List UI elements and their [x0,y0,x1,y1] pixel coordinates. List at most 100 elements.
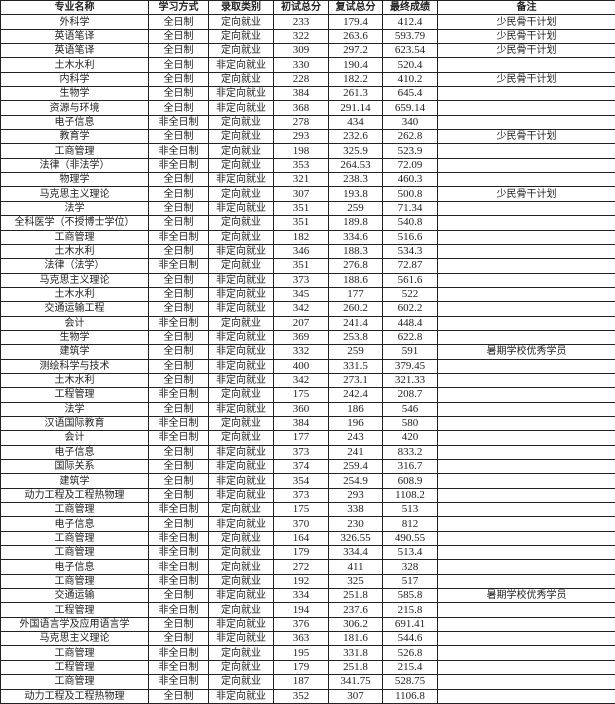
cell-retest-score: 251.8 [328,588,383,604]
cell-major-name: 工商管理 [0,143,149,159]
table-row: 电子信息 全日制 非定向就业 370 230 812 [0,516,615,532]
cell-retest-score: 434 [328,114,383,131]
cell-prelim-score: 342 [273,372,329,389]
cell-remark [437,372,615,389]
cell-major-name: 国际关系 [0,458,149,475]
cell-study-mode: 全日制 [148,516,209,532]
cell-final-score: 517 [382,573,438,590]
cell-final-score: 500.8 [382,186,438,202]
cell-retest-score: 188.6 [328,272,383,288]
cell-remark [437,157,615,174]
cell-admission-type: 定向就业 [208,71,274,88]
cell-final-score: 526.8 [382,645,438,661]
cell-admission-type: 非定向就业 [208,200,274,217]
cell-major-name: 交通运输 [0,588,149,604]
cell-retest-score: 273.1 [328,372,383,389]
cell-final-score: 420 [382,430,438,446]
header-prelim-score: 初试总分 [273,0,329,16]
cell-remark [437,286,615,303]
cell-admission-type: 非定向就业 [208,372,274,389]
cell-prelim-score: 175 [273,387,329,403]
cell-study-mode: 全日制 [148,344,209,360]
table-row: 外国语言学及应用语言学 全日制 非定向就业 376 306.2 691.41 [0,616,615,633]
cell-final-score: 513.4 [382,545,438,561]
cell-retest-score: 259.4 [328,458,383,475]
cell-study-mode: 全日制 [148,329,209,346]
cell-remark [437,616,615,633]
cell-retest-score: 334.4 [328,545,383,561]
cell-study-mode: 全日制 [148,616,209,633]
cell-study-mode: 全日制 [148,473,209,489]
header-remark: 备注 [437,0,615,16]
cell-retest-score: 260.2 [328,301,383,317]
cell-admission-type: 非定向就业 [208,100,274,116]
cell-remark [437,272,615,288]
cell-prelim-score: 177 [273,430,329,446]
cell-admission-type: 非定向就业 [208,243,274,260]
cell-prelim-score: 228 [273,71,329,88]
cell-final-score: 262.8 [382,129,438,145]
cell-prelim-score: 309 [273,43,329,59]
cell-admission-type: 定向就业 [208,28,274,45]
table-row: 工商管理 非全日制 定向就业 182 334.6 516.6 [0,229,615,245]
cell-prelim-score: 187 [273,674,329,690]
cell-remark [437,674,615,690]
cell-study-mode: 全日制 [148,200,209,217]
cell-remark [437,114,615,131]
cell-major-name: 资源与环境 [0,100,149,116]
cell-final-score: 1108.2 [382,487,438,504]
cell-admission-type: 定向就业 [208,602,274,618]
cell-retest-score: 341.75 [328,674,383,690]
cell-retest-score: 251.8 [328,659,383,676]
cell-prelim-score: 368 [273,100,329,116]
cell-remark [437,444,615,461]
cell-admission-type: 非定向就业 [208,588,274,604]
cell-study-mode: 全日制 [148,286,209,303]
cell-study-mode: 非全日制 [148,114,209,131]
cell-study-mode: 全日制 [148,458,209,475]
cell-major-name: 测绘科学与技术 [0,358,149,374]
cell-final-score: 412.4 [382,14,438,30]
cell-major-name: 全科医学（不授博士学位） [0,215,149,231]
cell-final-score: 833.2 [382,444,438,461]
cell-admission-type: 非定向就业 [208,344,274,360]
cell-retest-score: 177 [328,286,383,303]
cell-retest-score: 331.5 [328,358,383,374]
cell-major-name: 工程管理 [0,602,149,618]
table-row: 工商管理 非全日制 定向就业 195 331.8 526.8 [0,645,615,661]
cell-admission-type: 非定向就业 [208,631,274,647]
cell-remark: 少民骨干计划 [437,14,615,30]
cell-remark [437,530,615,547]
cell-prelim-score: 373 [273,444,329,461]
cell-study-mode: 全日制 [148,631,209,647]
cell-admission-type: 定向就业 [208,157,274,174]
table-row: 会计 非全日制 定向就业 177 243 420 [0,430,615,446]
cell-prelim-score: 164 [273,530,329,547]
table-row: 电子信息 非全日制 定向就业 278 434 340 [0,114,615,131]
cell-retest-score: 306.2 [328,616,383,633]
cell-remark: 少民骨干计划 [437,28,615,45]
cell-final-score: 812 [382,516,438,532]
cell-major-name: 电子信息 [0,444,149,461]
cell-retest-score: 259 [328,200,383,217]
cell-major-name: 会计 [0,315,149,331]
cell-remark [437,545,615,561]
cell-admission-type: 定向就业 [208,645,274,661]
cell-study-mode: 非全日制 [148,157,209,174]
cell-final-score: 534.3 [382,243,438,260]
cell-prelim-score: 373 [273,272,329,288]
cell-final-score: 561.6 [382,272,438,288]
cell-retest-score: 186 [328,401,383,417]
cell-admission-type: 非定向就业 [208,516,274,532]
cell-admission-type: 定向就业 [208,143,274,159]
table-row: 全科医学（不授博士学位） 全日制 定向就业 351 189.8 540.8 [0,215,615,231]
table-row: 土木水利 全日制 非定向就业 345 177 522 [0,286,615,303]
cell-admission-type: 非定向就业 [208,401,274,417]
cell-final-score: 215.4 [382,659,438,676]
table-row: 土木水利 全日制 非定向就业 330 190.4 520.4 [0,57,615,73]
table-row: 电子信息 全日制 非定向就业 373 241 833.2 [0,444,615,461]
cell-admission-type: 非定向就业 [208,172,274,188]
cell-major-name: 工商管理 [0,674,149,690]
cell-major-name: 法律（非法学） [0,157,149,174]
cell-major-name: 建筑学 [0,473,149,489]
